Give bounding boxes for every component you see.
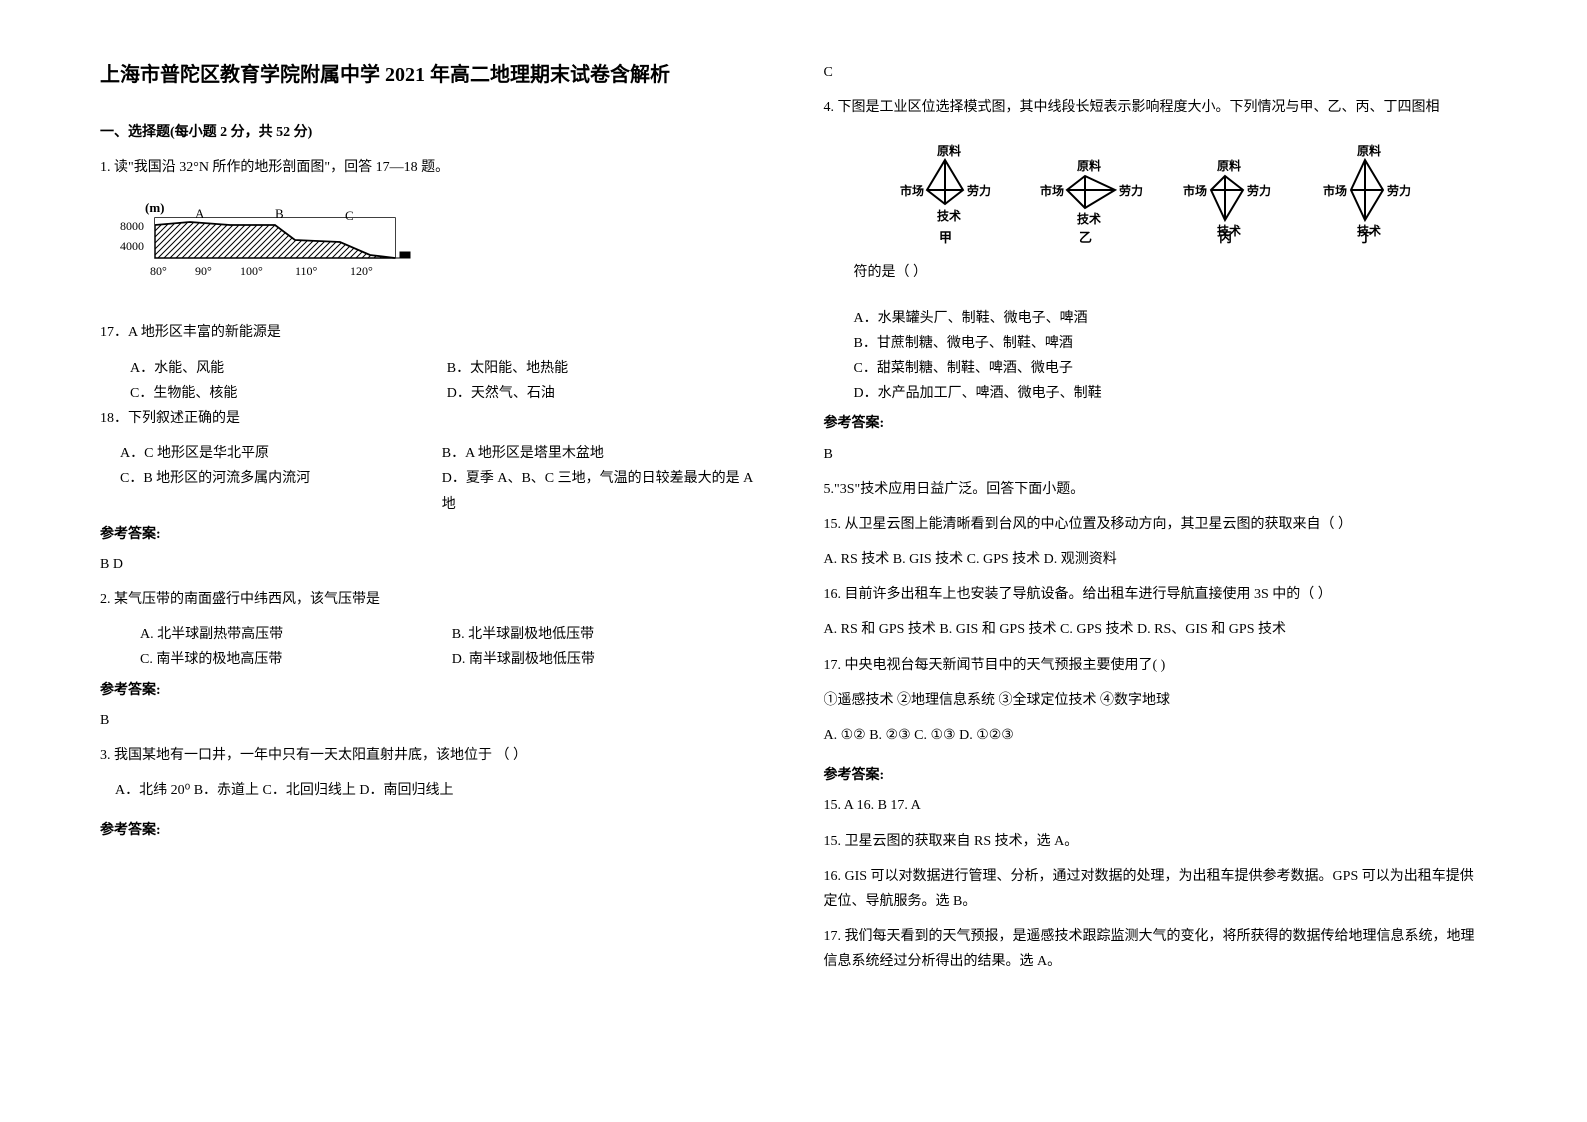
- q4-option-a: A．水果罐头厂、制鞋、微电子、啤酒: [854, 306, 1488, 331]
- q2-option-c: C. 南半球的极地高压带: [140, 647, 452, 672]
- q5-answers: 15. A 16. B 17. A: [824, 793, 1488, 818]
- svg-text:市场: 市场: [900, 183, 924, 198]
- q2-answer-label: 参考答案:: [100, 678, 764, 703]
- q4-option-b: B．甘蔗制糖、微电子、制鞋、啤酒: [854, 331, 1488, 356]
- svg-text:丙: 丙: [1219, 230, 1232, 245]
- q3-stem: 3. 我国某地有一口井，一年中只有一天太阳直射井底，该地位于 （ ）: [100, 743, 764, 768]
- svg-text:劳力: 劳力: [1247, 183, 1271, 198]
- q5-q17-sub: ①遥感技术 ②地理信息系统 ③全球定位技术 ④数字地球: [824, 688, 1488, 713]
- svg-text:丁: 丁: [1359, 230, 1372, 245]
- q4-option-c: C．甜菜制糖、制鞋、啤酒、微电子: [854, 356, 1488, 381]
- q18-option-c: C．B 地形区的河流多属内流河: [120, 466, 442, 516]
- q17-option-b: B．太阳能、地热能: [447, 356, 764, 381]
- q3-answer-label: 参考答案:: [100, 818, 764, 843]
- right-column: C 4. 下图是工业区位选择模式图，其中线段长短表示影响程度大小。下列情况与甲、…: [824, 60, 1488, 1062]
- svg-text:劳力: 劳力: [1119, 183, 1143, 198]
- q2-stem: 2. 某气压带的南面盛行中纬西风，该气压带是: [100, 587, 764, 612]
- q2-option-b: B. 北半球副极地低压带: [452, 622, 764, 647]
- q4-answer: B: [824, 442, 1488, 467]
- q5-explain16: 16. GIS 可以对数据进行管理、分析，通过对数据的处理，为出租车提供参考数据…: [824, 864, 1488, 914]
- svg-text:技术: 技术: [937, 208, 961, 223]
- q4-stem: 4. 下图是工业区位选择模式图，其中线段长短表示影响程度大小。下列情况与甲、乙、…: [824, 95, 1488, 120]
- profile-chart: (m) 8000 4000 A B C 80° 90° 100° 110° 12…: [120, 200, 430, 300]
- q17-stem: 17．A 地形区丰富的新能源是: [100, 320, 764, 345]
- q18-stem: 18．下列叙述正确的是: [100, 406, 764, 431]
- q5-q15: 15. 从卫星云图上能清晰看到台风的中心位置及移动方向，其卫星云图的获取来自（ …: [824, 512, 1488, 537]
- svg-text:8000: 8000: [120, 219, 144, 233]
- section-header: 一、选择题(每小题 2 分，共 52 分): [100, 120, 764, 145]
- svg-text:劳力: 劳力: [1387, 183, 1411, 198]
- q5-q17-options: A. ①② B. ②③ C. ①③ D. ①②③: [824, 723, 1488, 748]
- svg-text:市场: 市场: [1183, 183, 1207, 198]
- q3-answer: C: [824, 60, 1488, 85]
- svg-text:100°: 100°: [240, 264, 263, 278]
- q4-options: A．水果罐头厂、制鞋、微电子、啤酒 B．甘蔗制糖、微电子、制鞋、啤酒 C．甜菜制…: [854, 306, 1488, 407]
- svg-text:120°: 120°: [350, 264, 373, 278]
- q2-option-a: A. 北半球副热带高压带: [140, 622, 452, 647]
- svg-text:原料: 原料: [1077, 158, 1101, 173]
- svg-text:A: A: [195, 206, 205, 221]
- svg-text:110°: 110°: [295, 264, 318, 278]
- q1-answer: B D: [100, 552, 764, 577]
- q4-option-d: D．水产品加工厂、啤酒、微电子、制鞋: [854, 381, 1488, 406]
- q17-options: A．水能、风能 B．太阳能、地热能 C．生物能、核能 D．天然气、石油: [130, 356, 764, 406]
- svg-text:甲: 甲: [939, 230, 952, 245]
- left-column: 上海市普陀区教育学院附属中学 2021 年高二地理期末试卷含解析 一、选择题(每…: [100, 60, 764, 1062]
- svg-text:技术: 技术: [1077, 211, 1101, 226]
- document-title: 上海市普陀区教育学院附属中学 2021 年高二地理期末试卷含解析: [100, 60, 764, 90]
- svg-text:乙: 乙: [1079, 230, 1092, 245]
- svg-text:市场: 市场: [1323, 183, 1347, 198]
- svg-text:80°: 80°: [150, 264, 167, 278]
- svg-text:原料: 原料: [1217, 158, 1241, 173]
- q5-answer-label: 参考答案:: [824, 763, 1488, 788]
- svg-text:原料: 原料: [1357, 143, 1381, 158]
- q1-answer-label: 参考答案:: [100, 522, 764, 547]
- q5-explain17: 17. 我们每天看到的天气预报，是遥感技术跟踪监测大气的变化，将所获得的数据传给…: [824, 924, 1488, 974]
- q17-option-d: D．天然气、石油: [447, 381, 764, 406]
- q17-option-a: A．水能、风能: [130, 356, 447, 381]
- svg-text:C: C: [345, 208, 354, 223]
- q4-stem2: 符的是（ ）: [854, 260, 1488, 285]
- q17-option-c: C．生物能、核能: [130, 381, 447, 406]
- q5-stem: 5."3S"技术应用日益广泛。回答下面小题。: [824, 477, 1488, 502]
- svg-text:4000: 4000: [120, 239, 144, 253]
- svg-text:市场: 市场: [1040, 183, 1064, 198]
- question-1-stem: 1. 读"我国沿 32°N 所作的地形剖面图"，回答 17—18 题。: [100, 155, 764, 180]
- q18-options: A．C 地形区是华北平原 B．A 地形区是塔里木盆地 C．B 地形区的河流多属内…: [120, 441, 764, 517]
- svg-text:劳力: 劳力: [967, 183, 991, 198]
- q5-q16: 16. 目前许多出租车上也安装了导航设备。给出租车进行导航直接使用 3S 中的（…: [824, 582, 1488, 607]
- q3-options: A．北纬 20⁰ B．赤道上 C．北回归线上 D．南回归线上: [115, 778, 764, 803]
- q2-options: A. 北半球副热带高压带 B. 北半球副极地低压带 C. 南半球的极地高压带 D…: [140, 622, 764, 672]
- q2-option-d: D. 南半球副极地低压带: [452, 647, 764, 672]
- q5-q16-options: A. RS 和 GPS 技术 B. GIS 和 GPS 技术 C. GPS 技术…: [824, 617, 1488, 642]
- q18-option-b: B．A 地形区是塔里木盆地: [442, 441, 764, 466]
- svg-text:90°: 90°: [195, 264, 212, 278]
- q18-option-d: D．夏季 A、B、C 三地，气温的日较差最大的是 A 地: [442, 466, 764, 516]
- industry-diagram: 原料 劳力 技术 市场 甲 原料 劳力 技术 市场 乙: [824, 140, 1488, 250]
- q5-q15-options: A. RS 技术 B. GIS 技术 C. GPS 技术 D. 观测资料: [824, 547, 1488, 572]
- q5-q17: 17. 中央电视台每天新闻节目中的天气预报主要使用了( ): [824, 653, 1488, 678]
- svg-text:原料: 原料: [937, 143, 961, 158]
- q2-answer: B: [100, 708, 764, 733]
- svg-text:B: B: [275, 206, 284, 221]
- svg-text:(m): (m): [145, 200, 165, 215]
- q4-answer-label: 参考答案:: [824, 411, 1488, 436]
- q5-explain15: 15. 卫星云图的获取来自 RS 技术，选 A。: [824, 829, 1488, 854]
- q18-option-a: A．C 地形区是华北平原: [120, 441, 442, 466]
